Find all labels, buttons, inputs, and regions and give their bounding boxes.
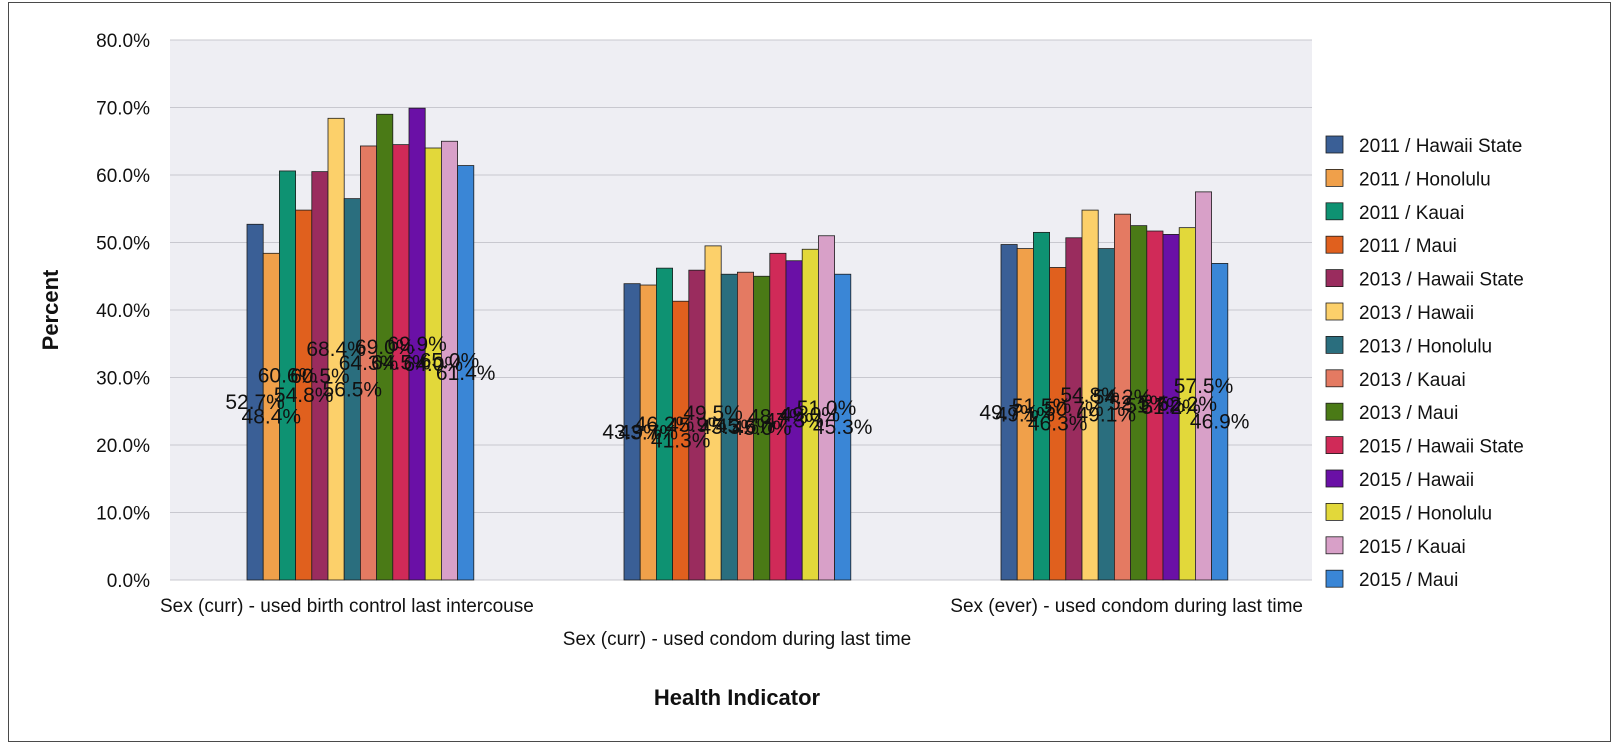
y-tick-label: 10.0% <box>96 504 150 525</box>
legend-swatch <box>1325 536 1344 555</box>
legend-swatch <box>1325 302 1344 321</box>
data-label: 64.0% <box>404 353 464 376</box>
data-label: 49.1% <box>1077 403 1137 426</box>
data-label: 43.9% <box>602 421 662 444</box>
data-label: 45.6% <box>716 415 776 438</box>
data-label: 56.5% <box>323 378 383 401</box>
legend-label: 2011 / Hawaii State <box>1359 136 1522 157</box>
bar <box>457 165 475 581</box>
legend-label: 2015 / Hawaii <box>1359 470 1474 491</box>
bars <box>246 107 1229 581</box>
legend-swatch <box>1325 335 1344 354</box>
data-label: 49.5% <box>683 402 743 425</box>
x-category-label: Sex (curr) - used condom during last tim… <box>563 629 911 650</box>
legend-label: 2013 / Kauai <box>1359 370 1466 391</box>
y-tick-label: 20.0% <box>96 436 150 457</box>
data-labels: 52.7% 43.9% 49.7% 48.4% 43.7% 49.1% 60.6% 46.2%… <box>225 333 1249 453</box>
legend-label: 2011 / Kauai <box>1359 203 1464 224</box>
data-label: 64.3% <box>339 352 399 375</box>
data-label: 51.0% <box>797 397 857 420</box>
data-label: 54.2% <box>1093 386 1153 409</box>
legend-label: 2015 / Honolulu <box>1359 503 1492 524</box>
data-label: 52.7% <box>225 391 285 414</box>
legend-label: 2013 / Maui <box>1359 403 1458 424</box>
legend-label: 2011 / Maui <box>1359 236 1457 257</box>
legend-swatch <box>1325 502 1344 521</box>
legend-label: 2015 / Kauai <box>1359 537 1466 558</box>
legend-swatch <box>1325 235 1344 254</box>
y-tick-label: 50.0% <box>96 234 150 255</box>
data-label: 46.9% <box>1190 411 1250 434</box>
data-label: 65.0% <box>420 350 480 373</box>
data-label: 45.3% <box>700 416 760 439</box>
legend-label: 2011 / Honolulu <box>1359 169 1491 190</box>
data-label: 47.3% <box>764 409 824 432</box>
data-label: 60.6% <box>258 364 318 387</box>
data-label: 45.9% <box>667 414 727 437</box>
data-label: 69.9% <box>387 333 447 356</box>
legend-label: 2013 / Hawaii State <box>1359 270 1524 291</box>
legend-swatch <box>1325 168 1344 187</box>
data-label: 46.2% <box>635 413 695 436</box>
legend-swatch <box>1325 269 1344 288</box>
x-axis-title: Health Indicator <box>654 685 821 710</box>
data-label: 45.0% <box>732 417 792 440</box>
data-label: 43.7% <box>619 422 679 445</box>
data-label: 57.5% <box>1174 375 1234 398</box>
y-tick-label: 0.0% <box>107 571 150 592</box>
x-category-label: Sex (curr) - used birth control last int… <box>160 596 534 617</box>
legend: 2011 / Hawaii State 2011 / Honolulu 2011 /… <box>1325 135 1524 591</box>
data-label: 60.5% <box>290 365 350 388</box>
data-label: 69.0% <box>355 336 415 359</box>
data-label: 52.2% <box>1158 393 1218 416</box>
y-tick-label: 70.0% <box>96 99 150 120</box>
data-label: 46.3% <box>1028 413 1088 436</box>
legend-label: 2013 / Hawaii <box>1359 303 1474 324</box>
data-label: 49.0% <box>781 404 841 427</box>
legend-swatch <box>1325 202 1344 221</box>
y-axis-ticks: 0.0% 10.0% 20.0% 30.0% 40.0% 50.0% 60.0% 70.0% 8… <box>96 31 150 592</box>
data-label: 48.4% <box>748 406 808 429</box>
data-label: 54.8% <box>1060 384 1120 407</box>
data-label: 61.4% <box>436 362 496 385</box>
data-label: 48.4% <box>242 406 302 429</box>
data-label: 68.4% <box>306 338 366 361</box>
y-tick-label: 80.0% <box>96 31 150 52</box>
x-axis-categories: Sex (curr) - used birth control last int… <box>160 596 1303 650</box>
y-axis-title: Percent <box>38 269 63 350</box>
legend-label: 2015 / Maui <box>1359 570 1458 591</box>
legend-swatch <box>1325 469 1344 488</box>
data-label: 50.7% <box>1044 398 1104 421</box>
legend-label: 2015 / Hawaii State <box>1359 437 1524 458</box>
data-label: 49.1% <box>996 403 1056 426</box>
legend-swatch <box>1325 135 1344 154</box>
data-label: 64.5% <box>371 351 431 374</box>
x-category-label: Sex (ever) - used condom during last tim… <box>950 596 1303 617</box>
data-label: 51.2% <box>1141 396 1201 419</box>
y-tick-label: 40.0% <box>96 301 150 322</box>
data-label: 52.5% <box>1109 392 1169 415</box>
legend-swatch <box>1325 402 1344 421</box>
legend-swatch <box>1325 369 1344 388</box>
legend-swatch <box>1325 436 1344 455</box>
bar <box>1211 263 1229 581</box>
y-tick-label: 60.0% <box>96 166 150 187</box>
y-tick-label: 30.0% <box>96 369 150 390</box>
data-label: 45.3% <box>813 416 873 439</box>
data-label: 51.7% <box>1125 395 1185 418</box>
bar <box>834 273 852 581</box>
legend-label: 2013 / Honolulu <box>1359 336 1492 357</box>
data-label: 49.7% <box>979 401 1039 424</box>
data-label: 41.3% <box>651 430 711 453</box>
data-label: 54.8% <box>274 384 334 407</box>
legend-swatch <box>1325 569 1344 588</box>
data-label: 51.5% <box>1012 395 1072 418</box>
